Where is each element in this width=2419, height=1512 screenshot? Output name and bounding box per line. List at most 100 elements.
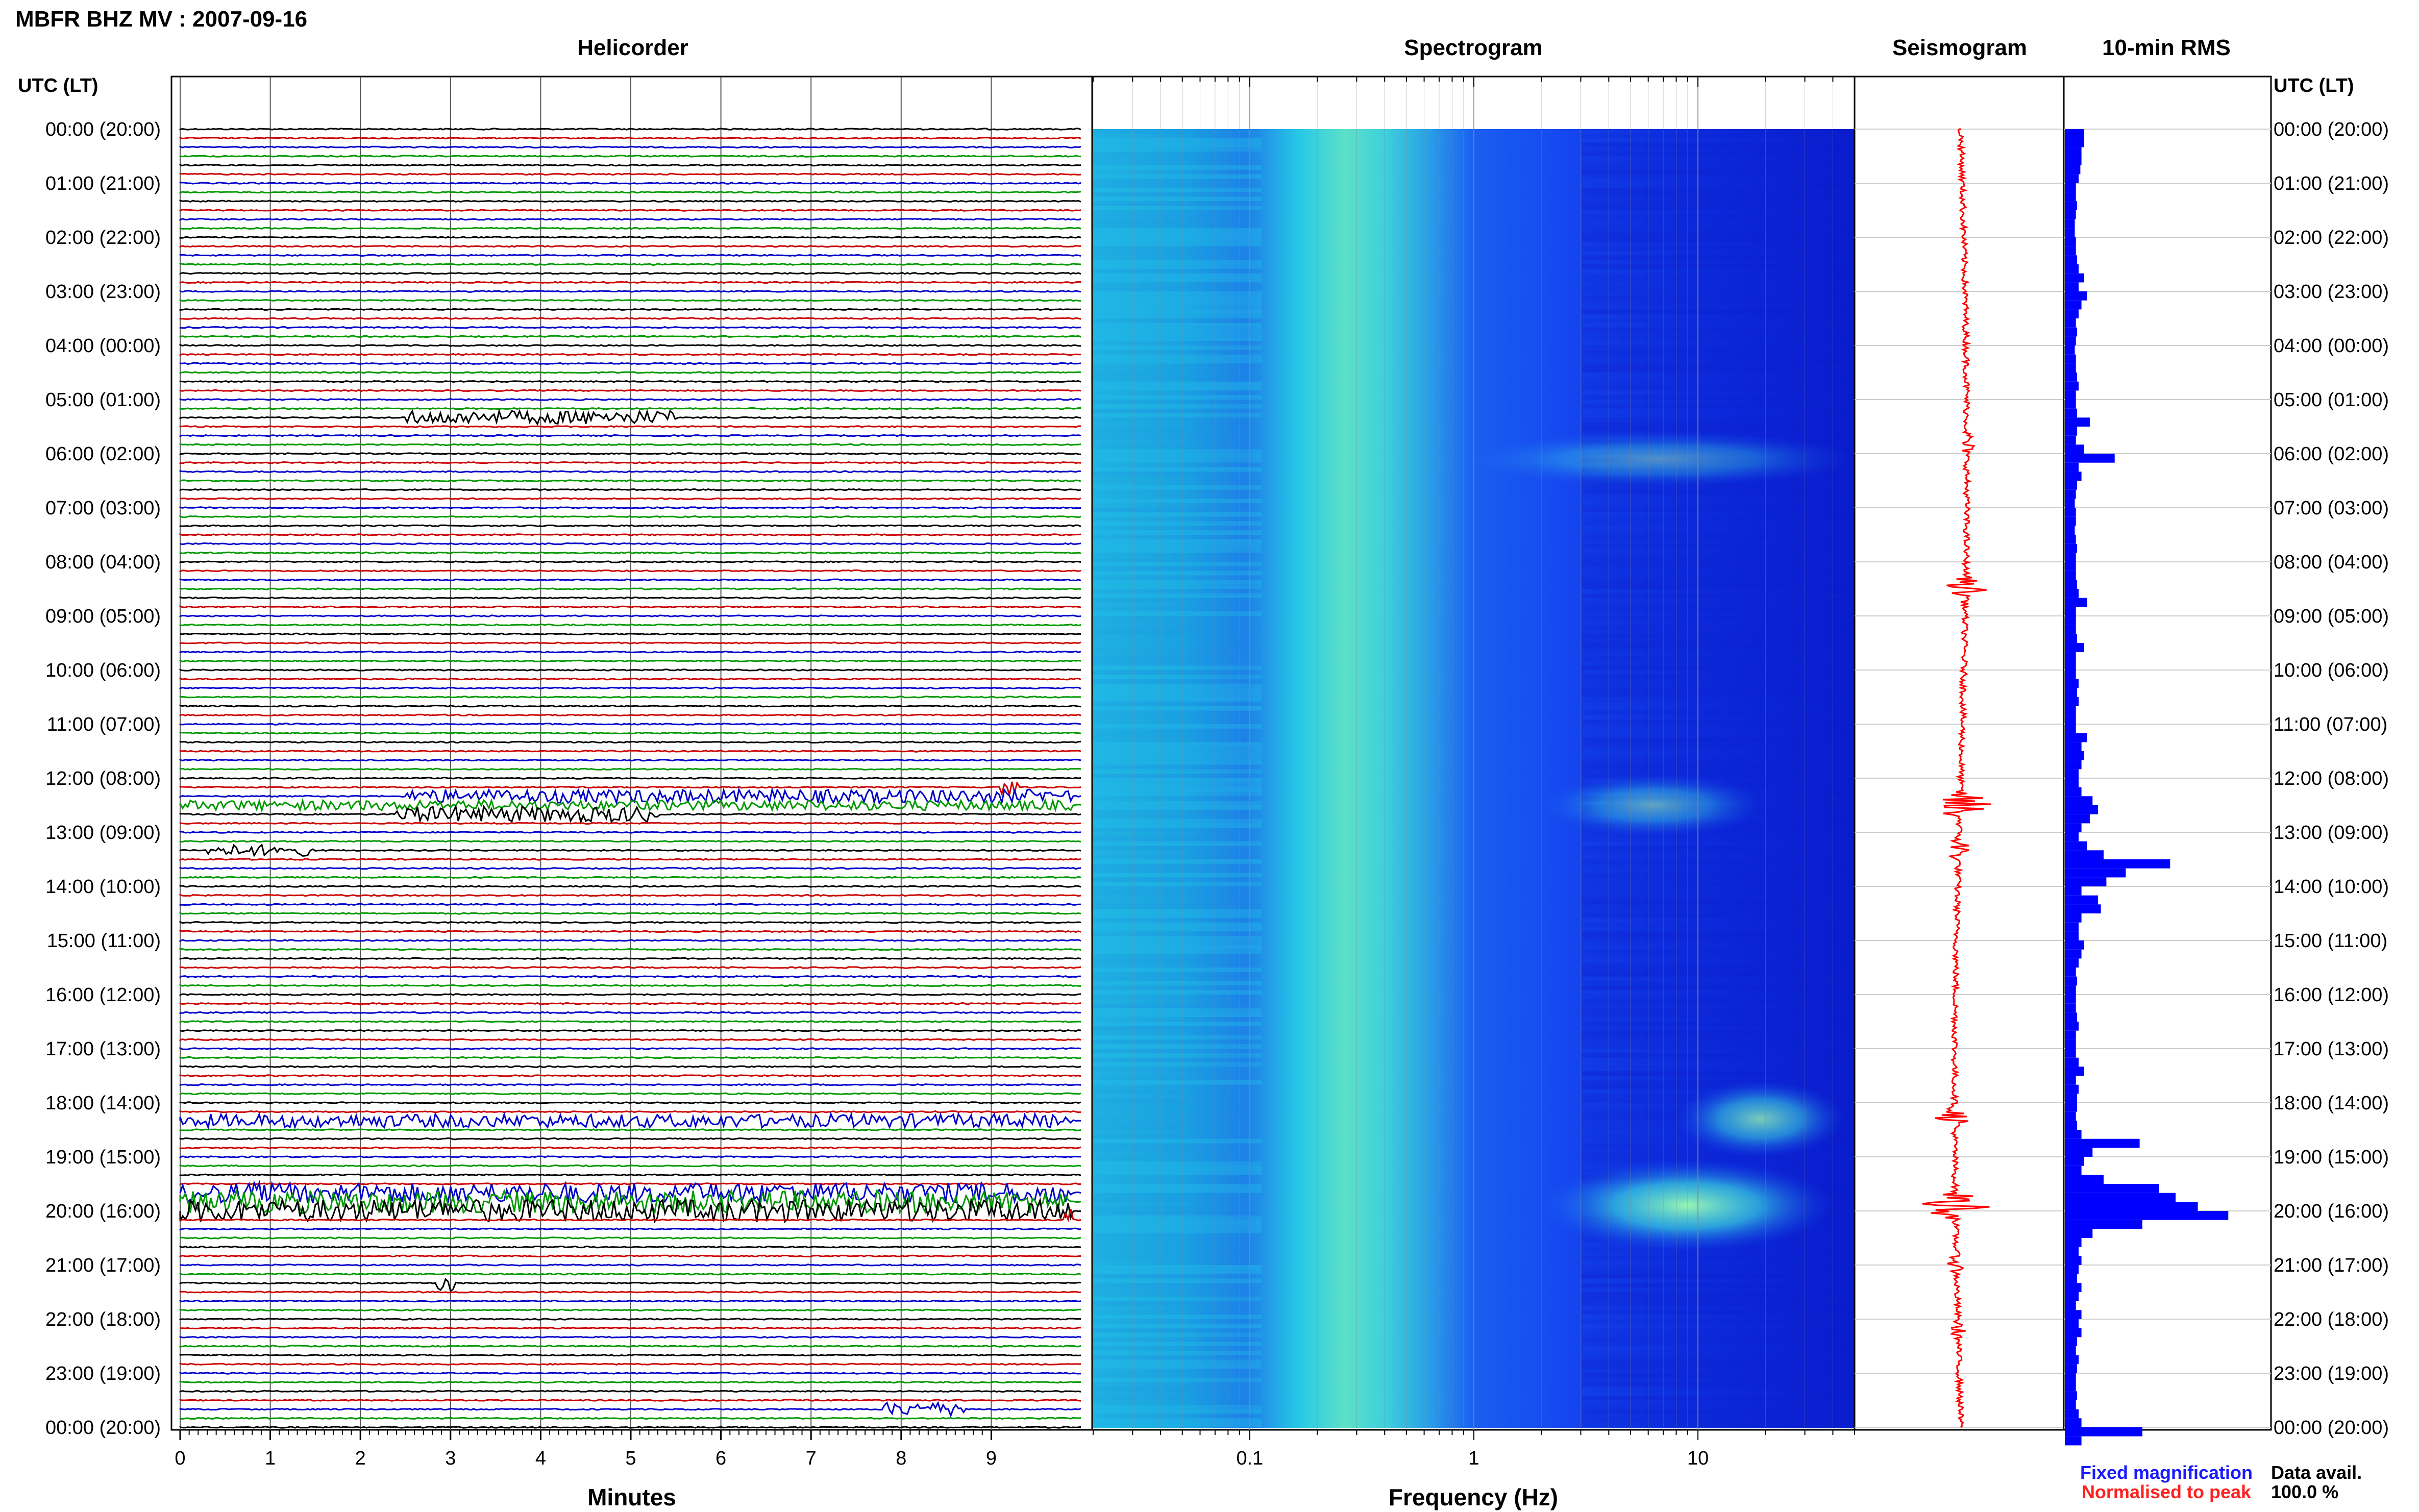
rms-bar xyxy=(2065,913,2082,923)
spectrogram-row-lowfreq xyxy=(1093,1220,1262,1225)
spectrogram-row-highfreq xyxy=(1582,904,1855,909)
spectrogram-row-highfreq xyxy=(1582,169,1855,175)
spectrogram-row-lowfreq xyxy=(1093,877,1262,882)
spectrogram-row-highfreq xyxy=(1582,999,1855,1004)
rms-bar xyxy=(2065,1274,2077,1283)
rms-bar xyxy=(2065,823,2082,832)
spectrogram-row-highfreq xyxy=(1582,688,1855,693)
helicorder-tick-label: 0 xyxy=(175,1448,185,1469)
spectrogram-row-highfreq xyxy=(1582,309,1855,314)
time-label-left: 07:00 (03:00) xyxy=(45,498,161,519)
spectrogram-row-highfreq xyxy=(1582,1265,1855,1270)
spectrogram-row-lowfreq xyxy=(1093,444,1262,450)
spectrogram-row-lowfreq xyxy=(1093,656,1262,661)
time-label-right: 15:00 (11:00) xyxy=(2274,930,2387,952)
helicorder-trace-line xyxy=(179,353,1081,356)
helicorder-trace-line xyxy=(179,1101,1081,1104)
helicorder-trace-line xyxy=(179,930,1081,933)
rms-bar xyxy=(2065,1310,2082,1319)
spectrogram-row-highfreq xyxy=(1582,1350,1855,1355)
spectrogram-row-highfreq xyxy=(1582,855,1855,859)
spectrogram-row-lowfreq xyxy=(1093,1242,1262,1247)
helicorder-trace-line xyxy=(179,551,1081,555)
rms-bar xyxy=(2065,1022,2079,1031)
helicorder-trace-line xyxy=(179,885,1081,888)
helicorder-tick-label: 2 xyxy=(355,1448,366,1469)
helicorder-trace-line xyxy=(179,596,1081,600)
spectrogram-row-lowfreq xyxy=(1093,1215,1262,1220)
rms-bar xyxy=(2065,751,2084,760)
spectrogram-row-highfreq xyxy=(1582,607,1855,612)
spectrogram-row-lowfreq xyxy=(1093,697,1262,702)
helicorder-trace-line xyxy=(179,299,1081,302)
helicorder-trace-line xyxy=(179,317,1081,320)
rms-bar xyxy=(2065,192,2076,202)
spectrogram-row-highfreq xyxy=(1582,251,1855,256)
spectrogram-row-highfreq xyxy=(1582,1057,1855,1062)
helicorder-trace-line xyxy=(179,362,1081,365)
rms-bar xyxy=(2065,1111,2076,1121)
rms-bar xyxy=(2065,571,2076,580)
rms-bar xyxy=(2065,309,2079,318)
spectrogram-row-highfreq xyxy=(1582,1332,1855,1337)
spectrogram-row-lowfreq xyxy=(1093,521,1262,526)
time-label-left: 19:00 (15:00) xyxy=(45,1147,161,1168)
spectrogram-row-lowfreq xyxy=(1093,890,1262,896)
spectrogram-row-highfreq xyxy=(1582,264,1855,269)
spectrogram-row-highfreq xyxy=(1582,395,1855,400)
spectrogram-row-lowfreq xyxy=(1093,1224,1262,1229)
helicorder-trace-line xyxy=(179,569,1081,573)
rms-bar xyxy=(2065,318,2076,328)
spectrogram-row-lowfreq xyxy=(1093,1166,1262,1171)
rms-bar xyxy=(2065,562,2076,571)
spectrogram-row-highfreq xyxy=(1582,1386,1855,1392)
spectrogram-row-lowfreq xyxy=(1093,481,1262,485)
spectrogram-row-lowfreq xyxy=(1093,350,1262,355)
spectrogram-row-lowfreq xyxy=(1093,1391,1262,1396)
spectrogram-row-lowfreq xyxy=(1093,237,1262,242)
spectrogram-row-highfreq xyxy=(1582,233,1855,237)
spectrogram-row-lowfreq xyxy=(1093,760,1262,765)
spectrogram-row-lowfreq xyxy=(1093,1012,1262,1018)
spectrogram-row-lowfreq xyxy=(1093,742,1262,747)
spectrogram-row-highfreq xyxy=(1582,976,1855,981)
helicorder-trace-line xyxy=(179,408,1081,426)
rms-bar xyxy=(2065,1418,2082,1427)
spectrogram-row-highfreq xyxy=(1582,755,1855,760)
spectrogram-row-lowfreq xyxy=(1093,774,1262,778)
time-label-left: 11:00 (07:00) xyxy=(47,714,161,735)
spectrogram-row-lowfreq xyxy=(1093,187,1262,192)
spectrogram-row-lowfreq xyxy=(1093,1089,1262,1094)
rms-bar xyxy=(2065,1049,2076,1058)
rms-bar xyxy=(2065,1030,2076,1040)
spectrogram-row-lowfreq xyxy=(1093,1396,1262,1400)
helicorder-trace-line xyxy=(179,190,1081,194)
helicorder-trace-line xyxy=(179,650,1081,654)
spectrogram-row-highfreq xyxy=(1582,359,1855,364)
spectrogram-row-highfreq xyxy=(1582,557,1855,562)
spectrogram-row-lowfreq xyxy=(1093,1143,1262,1148)
spectrogram-row-lowfreq xyxy=(1093,918,1262,923)
spectrogram-row-highfreq xyxy=(1582,1062,1855,1067)
spectrogram-row-lowfreq xyxy=(1093,557,1262,562)
spectrogram-row-highfreq xyxy=(1582,404,1855,409)
rms-bar xyxy=(2065,1238,2082,1247)
spectrogram-row-lowfreq xyxy=(1093,1030,1262,1035)
spectrogram-row-lowfreq xyxy=(1093,354,1262,359)
spectrogram-row-highfreq xyxy=(1582,665,1855,670)
spectrogram-row-highfreq xyxy=(1582,138,1855,143)
spectrogram-row-lowfreq xyxy=(1093,1076,1262,1080)
rms-bar xyxy=(2065,282,2079,291)
spectrogram-row-highfreq xyxy=(1582,1328,1855,1333)
helicorder-trace-line xyxy=(180,1326,1081,1330)
spectrogram-row-lowfreq xyxy=(1093,1400,1262,1405)
spectrogram-row-highfreq xyxy=(1582,156,1855,161)
spectrogram-row-lowfreq xyxy=(1093,805,1262,810)
time-label-right: 02:00 (22:00) xyxy=(2274,227,2389,249)
spectrogram-row-highfreq xyxy=(1582,1274,1855,1279)
spectrogram-row-highfreq xyxy=(1582,774,1855,778)
spectrogram-row-highfreq xyxy=(1582,1157,1855,1161)
spectrogram-row-highfreq xyxy=(1582,931,1855,936)
spectrogram-row-highfreq xyxy=(1582,196,1855,202)
